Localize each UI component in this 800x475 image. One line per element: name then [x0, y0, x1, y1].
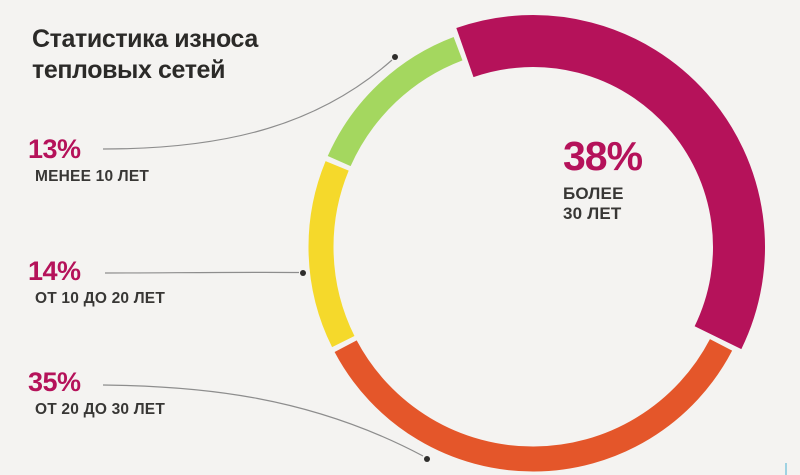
artifact-blue-tick	[785, 463, 787, 475]
donut-segment-10-20-years	[308, 161, 355, 348]
page-title-line1: Статистика износа	[32, 25, 258, 53]
connector-line-under-10-years	[102, 59, 393, 150]
center-sublabel-line2: 30 ЛЕТ	[563, 204, 622, 223]
callout-10-20-years: 14% ОТ 10 ДО 20 ЛЕТ	[28, 256, 166, 308]
donut-segment-under-10-years	[327, 36, 463, 167]
callout-label: ОТ 10 ДО 20 ЛЕТ	[35, 290, 166, 307]
connector-dot-20-30-years	[424, 456, 430, 462]
callout-percent: 14%	[28, 256, 81, 286]
donut-segment-20-30-years	[334, 339, 733, 472]
donut-segment-over-30-years	[456, 15, 765, 350]
connector-dot-under-10-years	[392, 54, 398, 60]
callout-connectors	[102, 54, 430, 462]
connector-line-10-20-years	[104, 271, 300, 274]
connector-dot-10-20-years	[300, 270, 306, 276]
donut-ring	[308, 15, 765, 472]
callout-label: ОТ 20 ДО 30 ЛЕТ	[35, 401, 166, 418]
callout-under-10-years: 13% МЕНЕЕ 10 ЛЕТ	[28, 134, 150, 186]
page-title: Статистика износа тепловых сетей	[32, 24, 258, 86]
callout-20-30-years: 35% ОТ 20 ДО 30 ЛЕТ	[28, 367, 166, 419]
center-percent: 38%	[563, 133, 643, 179]
page-title-line2: тепловых сетей	[32, 56, 226, 84]
connector-line-20-30-years	[102, 384, 424, 457]
callout-percent: 35%	[28, 367, 81, 397]
callout-percent: 13%	[28, 134, 81, 164]
center-sublabel-line1: БОЛЕЕ	[563, 184, 624, 203]
center-sublabel: БОЛЕЕ 30 ЛЕТ	[563, 184, 642, 224]
callout-label: МЕНЕЕ 10 ЛЕТ	[35, 168, 150, 185]
center-label-over-30-years: 38% БОЛЕЕ 30 ЛЕТ	[563, 133, 643, 224]
